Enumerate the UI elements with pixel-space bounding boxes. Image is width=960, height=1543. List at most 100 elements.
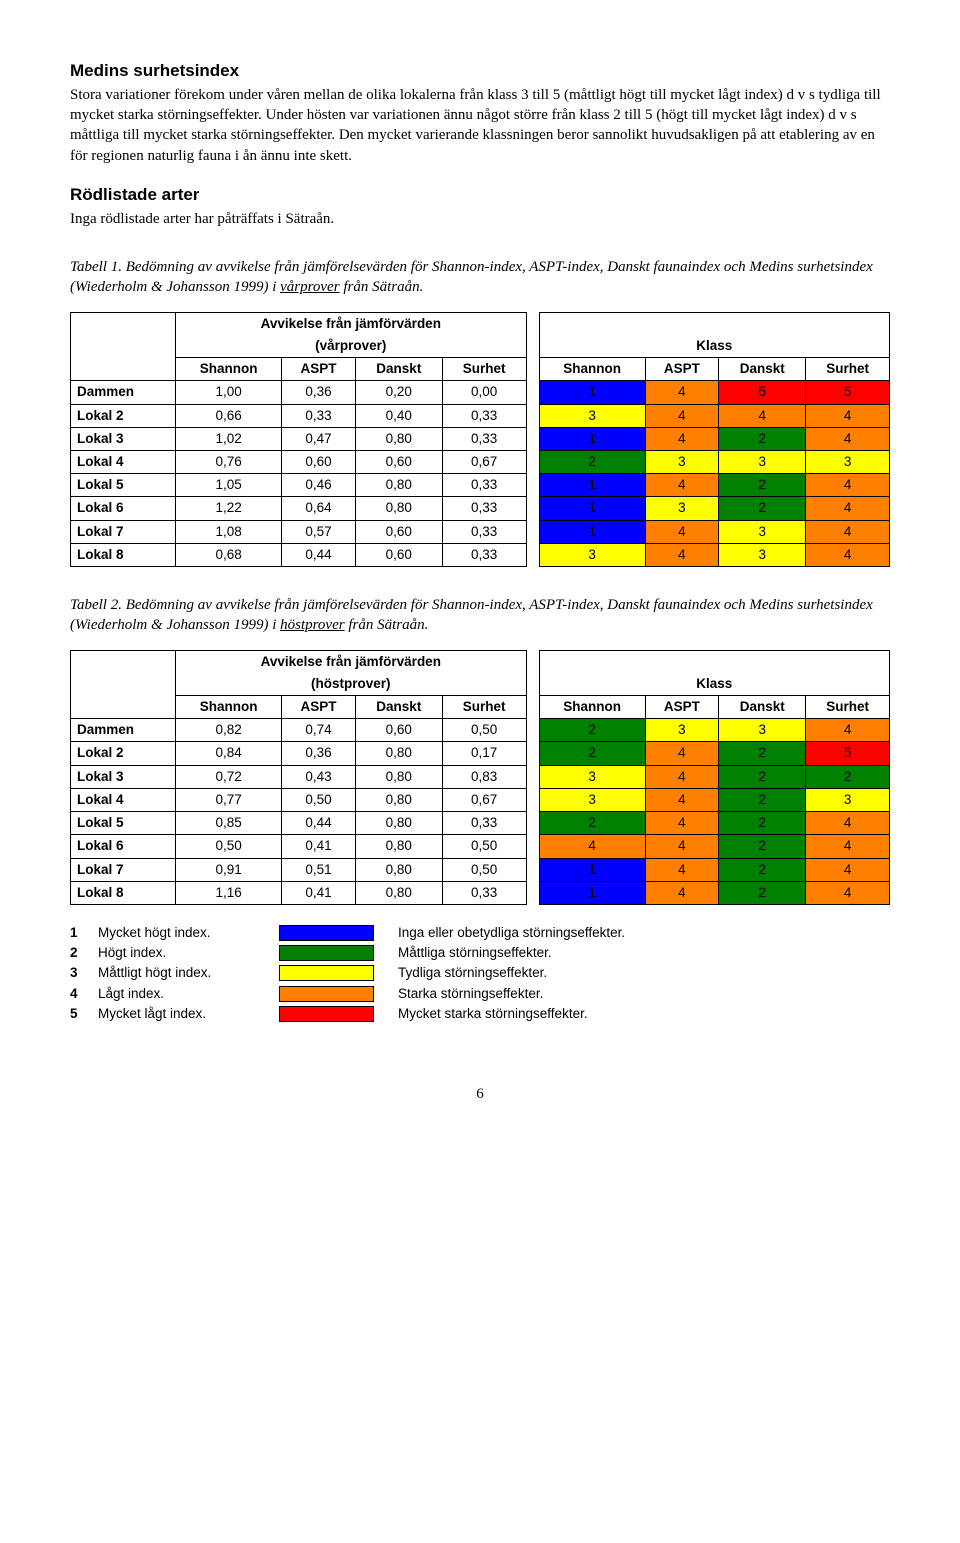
table-row-label: Lokal 2	[71, 742, 176, 765]
legend-right-desc: Inga eller obetydliga störningseffekter.	[380, 923, 631, 943]
value-cell: 0,33	[442, 427, 526, 450]
value-cell: 0,80	[355, 788, 442, 811]
caption1-prefix: Tabell 1.	[70, 259, 122, 275]
klass-cell: 3	[806, 788, 890, 811]
value-cell: 0,77	[176, 788, 282, 811]
section-body-medins: Stora variationer förekom under våren me…	[70, 85, 890, 166]
legend-num: 3	[70, 963, 98, 983]
caption2-texta: Bedömning av avvikelse från jämförelsevä…	[70, 597, 873, 633]
value-cell: 0,80	[355, 742, 442, 765]
value-cell: 0,43	[282, 765, 356, 788]
value-cell: 0,80	[355, 835, 442, 858]
table2-caption: Tabell 2. Bedömning av avvikelse från jä…	[70, 595, 890, 636]
value-cell: 1,05	[176, 474, 282, 497]
value-cell: 0,60	[282, 450, 356, 473]
klass-cell: 4	[806, 543, 890, 566]
value-cell: 0,41	[282, 835, 356, 858]
value-cell: 0,67	[442, 788, 526, 811]
klass-cell: 2	[719, 812, 806, 835]
value-cell: 0,44	[282, 812, 356, 835]
value-cell: 0,36	[282, 381, 356, 404]
col-header: Shannon	[176, 695, 282, 718]
legend-num: 5	[70, 1004, 98, 1024]
klass-cell: 4	[806, 858, 890, 881]
table-row-label: Lokal 3	[71, 765, 176, 788]
caption2-underlined: höstprover	[280, 617, 344, 633]
klass-cell: 4	[806, 719, 890, 742]
section-title-medins: Medins surhetsindex	[70, 60, 890, 83]
group-header-left-sub: (vårprover)	[176, 335, 526, 358]
value-cell: 1,22	[176, 497, 282, 520]
col-header: ASPT	[282, 358, 356, 381]
klass-cell: 4	[806, 404, 890, 427]
page-number: 6	[70, 1084, 890, 1104]
klass-cell: 5	[719, 381, 806, 404]
col-header: Surhet	[806, 358, 890, 381]
value-cell: 0,50	[442, 858, 526, 881]
klass-cell: 3	[719, 543, 806, 566]
value-cell: 1,00	[176, 381, 282, 404]
klass-cell: 2	[539, 450, 645, 473]
klass-cell: 2	[719, 742, 806, 765]
col-header: Danskt	[719, 695, 806, 718]
klass-cell: 1	[539, 381, 645, 404]
caption2-prefix: Tabell 2.	[70, 597, 122, 613]
value-cell: 0,66	[176, 404, 282, 427]
col-header: ASPT	[282, 695, 356, 718]
value-cell: 0,76	[176, 450, 282, 473]
klass-cell: 4	[806, 497, 890, 520]
value-cell: 0,33	[442, 520, 526, 543]
table-varprover: Avvikelse från jämförvärdenKlass(vårprov…	[70, 312, 890, 567]
value-cell: 0,33	[442, 543, 526, 566]
klass-cell: 4	[806, 835, 890, 858]
value-cell: 0,41	[282, 881, 356, 904]
value-cell: 0,47	[282, 427, 356, 450]
value-cell: 0,50	[442, 719, 526, 742]
legend-right-desc: Starka störningseffekter.	[380, 984, 631, 1004]
klass-cell: 5	[806, 742, 890, 765]
klass-cell: 1	[539, 520, 645, 543]
legend-right-desc: Mycket starka störningseffekter.	[380, 1004, 631, 1024]
section-title-rodlistade: Rödlistade arter	[70, 184, 890, 207]
klass-cell: 4	[539, 835, 645, 858]
section-body-rodlistade: Inga rödlistade arter har påträffats i S…	[70, 209, 890, 229]
legend-left-label: Måttligt högt index.	[98, 963, 279, 983]
table-row-label: Lokal 2	[71, 404, 176, 427]
table-row-label: Dammen	[71, 719, 176, 742]
klass-cell: 1	[539, 427, 645, 450]
legend-left-label: Mycket högt index.	[98, 923, 279, 943]
table-row-label: Lokal 6	[71, 497, 176, 520]
table-row-label: Lokal 8	[71, 881, 176, 904]
col-header: Danskt	[355, 695, 442, 718]
klass-cell: 1	[539, 497, 645, 520]
value-cell: 0,50	[282, 788, 356, 811]
klass-cell: 3	[645, 497, 719, 520]
group-header-left: Avvikelse från jämförvärden	[176, 650, 526, 673]
klass-cell: 4	[645, 520, 719, 543]
klass-cell: 4	[806, 427, 890, 450]
table-row-label: Lokal 7	[71, 520, 176, 543]
value-cell: 0,51	[282, 858, 356, 881]
value-cell: 0,57	[282, 520, 356, 543]
col-header: Shannon	[539, 358, 645, 381]
klass-cell: 4	[645, 835, 719, 858]
legend-swatch	[279, 943, 380, 963]
caption1-textb: från Sätraån.	[340, 279, 424, 295]
col-header: Danskt	[355, 358, 442, 381]
klass-cell: 4	[645, 427, 719, 450]
klass-cell: 2	[539, 812, 645, 835]
table-row-label: Lokal 5	[71, 812, 176, 835]
klass-cell: 3	[539, 543, 645, 566]
value-cell: 1,16	[176, 881, 282, 904]
klass-cell: 3	[719, 450, 806, 473]
group-header-left-sub: (höstprover)	[176, 673, 526, 696]
klass-cell: 4	[806, 474, 890, 497]
klass-cell: 2	[719, 765, 806, 788]
legend-left-label: Mycket lågt index.	[98, 1004, 279, 1024]
value-cell: 0,36	[282, 742, 356, 765]
klass-cell: 4	[806, 520, 890, 543]
value-cell: 0,60	[355, 543, 442, 566]
legend-table: 1Mycket högt index.Inga eller obetydliga…	[70, 923, 631, 1024]
value-cell: 0,74	[282, 719, 356, 742]
klass-cell: 3	[539, 788, 645, 811]
